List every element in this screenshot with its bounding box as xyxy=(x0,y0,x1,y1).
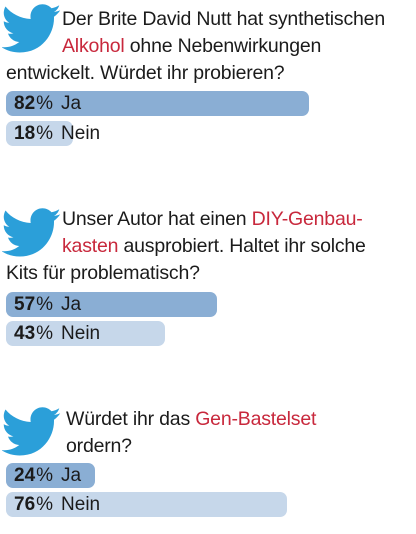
poll-2-question-line1: Unser Autor hat einen DIY-Genbau- xyxy=(62,208,363,230)
result-bar xyxy=(6,321,165,346)
option-label: Nein xyxy=(61,123,101,144)
poll-3-question-line2: ordern? xyxy=(66,435,132,457)
result-row-ja: 82% Ja xyxy=(14,93,82,114)
poll-2-question-line2: kasten ausprobiert. Haltet ihr solche xyxy=(62,235,366,257)
percent-value: 18 xyxy=(14,123,36,144)
option-label: Nein xyxy=(61,323,101,344)
twitter-bird-icon xyxy=(2,208,62,258)
option-label: Ja xyxy=(61,465,82,486)
result-bar xyxy=(6,121,73,146)
highlight-text: kasten xyxy=(62,235,119,257)
poll-2-question-line3: Kits für problematisch? xyxy=(6,262,200,284)
percent-value: 43 xyxy=(14,323,36,344)
percent-value: 57 xyxy=(14,294,36,315)
result-bar xyxy=(6,91,309,116)
option-label: Nein xyxy=(61,494,101,515)
poll-3-question-line1: Würdet ihr das Gen-Bastelset xyxy=(66,408,317,430)
result-row-nein: 43% Nein xyxy=(14,323,101,344)
highlight-text: DIY-Genbau- xyxy=(251,208,363,230)
percent-value: 76 xyxy=(14,494,36,515)
result-row-nein: 18% Nein xyxy=(14,123,101,144)
result-row-ja: 24% Ja xyxy=(14,465,82,486)
twitter-bird-icon xyxy=(2,4,62,54)
result-bar xyxy=(6,492,287,517)
result-bar xyxy=(6,463,95,488)
poll-1-question-line1: Der Brite David Nutt hat synthetischen xyxy=(62,8,385,30)
result-row-ja: 57% Ja xyxy=(14,294,82,315)
highlight-text: Alkohol xyxy=(62,35,125,57)
highlight-text: Gen-Bastelset xyxy=(195,408,317,430)
result-bar xyxy=(6,292,217,317)
poll-1-question-line3: entwickelt. Würdet ihr probieren? xyxy=(6,62,285,84)
option-label: Ja xyxy=(61,294,82,315)
option-label: Ja xyxy=(61,93,82,114)
percent-value: 24 xyxy=(14,465,36,486)
result-row-nein: 76% Nein xyxy=(14,494,101,515)
poll-1-question-line2: Alkohol ohne Nebenwirkungen xyxy=(62,35,322,57)
percent-value: 82 xyxy=(14,93,36,114)
twitter-bird-icon xyxy=(2,407,62,457)
